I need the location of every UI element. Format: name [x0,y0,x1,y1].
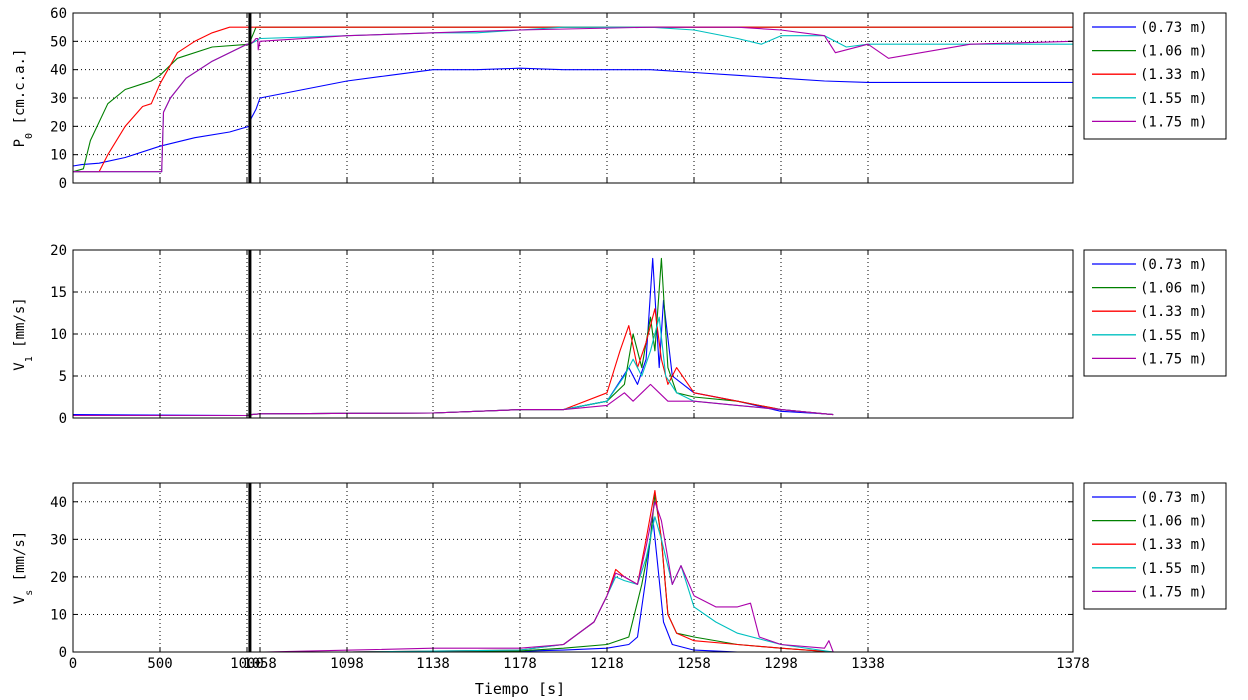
legend: (0.73 m) (1.06 m) (1.33 m) (1.55 m) (1.75 m) [1083,482,1227,610]
y-tick-label: 20 [50,243,67,259]
legend-label: (1.55 m) [1140,561,1207,577]
y-tick-label: 20 [50,570,67,586]
series-line-0 [73,257,834,417]
legend-label: (0.73 m) [1140,257,1207,273]
legend-label: (1.06 m) [1140,514,1207,530]
legend-label: (1.33 m) [1140,537,1207,553]
y-tick-label: 30 [50,91,67,107]
x-tick-label: 1218 [590,656,624,672]
y-tick-label: 30 [50,532,67,548]
legend-label: (1.06 m) [1140,281,1207,297]
x-tick-label: 1338 [851,656,885,672]
y-tick-label: 10 [50,148,67,164]
legend-label: (1.55 m) [1140,328,1207,344]
y-tick-label: 10 [50,607,67,623]
y-tick-label: 40 [50,495,67,511]
x-tick-label: 1298 [764,656,798,672]
legend-box [1083,249,1227,377]
y-tick-label: 10 [50,327,67,343]
series-line-3 [73,26,1073,173]
legend-label: (0.73 m) [1140,20,1207,36]
y-axis-label-main: V [12,595,28,604]
series-line-1 [73,26,1073,173]
series-line-0 [73,516,834,652]
series-line-3 [73,516,834,652]
y-axis-label-unit: [cm.c.a.] [12,49,28,133]
x-tick-label: 1058 [243,656,277,672]
x-tick-label: 1378 [1056,656,1090,672]
x-tick-label: 0 [69,656,77,672]
series-group [73,26,1073,173]
y-tick-label: 5 [59,369,67,385]
series-line-4 [73,26,1073,173]
series-group [73,489,834,652]
y-tick-label: 20 [50,119,67,135]
y-tick-label: 0 [59,411,67,427]
panel-1: 0 5 10 15 20 V1 [mm/s] (0.73 m) (1.06 m) (1.33 m… [12,243,1227,427]
y-tick-label: 0 [59,645,67,661]
y-axis-label-main: V [12,362,28,371]
y-axis-label: P0 [cm.c.a.] [12,49,35,148]
series-line-2 [73,489,834,652]
x-tick-label: 1000 [230,656,264,672]
x-tick-label: 500 [147,656,172,672]
x-tick-label: 1178 [503,656,537,672]
legend-label: (1.06 m) [1140,44,1207,60]
legend-label: (1.75 m) [1140,351,1207,367]
plot-frame [72,482,1074,653]
legend-label: (1.75 m) [1140,114,1207,130]
series-line-1 [73,257,834,417]
y-tick-label: 15 [50,285,67,301]
legend-label: (1.75 m) [1140,584,1207,600]
legend: (0.73 m) (1.06 m) (1.33 m) (1.55 m) (1.75 m) [1083,12,1227,140]
x-tick-label: 1098 [330,656,364,672]
series-line-2 [73,26,1073,173]
y-axis-label: Vs [mm/s] [12,531,35,604]
y-tick-label: 50 [50,34,67,50]
legend-box [1083,12,1227,140]
series-line-0 [73,67,1073,167]
legend: (0.73 m) (1.06 m) (1.33 m) (1.55 m) (1.75 m) [1083,249,1227,377]
legend-label: (1.33 m) [1140,304,1207,320]
y-axis-label-sub: s [24,590,35,596]
x-tick-label: 1138 [416,656,450,672]
y-axis-label-sub: 1 [24,356,35,362]
legend-box [1083,482,1227,610]
x-tick-label: 1258 [677,656,711,672]
x-axis-label: Tiempo [s] [475,680,565,698]
y-axis-label-sub: 0 [24,133,35,139]
y-axis-label-unit: [mm/s] [12,531,28,590]
series-line-1 [73,493,834,652]
y-axis-label-main: P [12,139,28,147]
series-line-3 [73,316,834,417]
y-tick-label: 0 [59,176,67,192]
legend-label: (1.33 m) [1140,67,1207,83]
y-axis-label-unit: [mm/s] [12,297,28,356]
legend-label: (0.73 m) [1140,490,1207,506]
series-group [73,257,834,417]
y-tick-label: 60 [50,6,67,22]
y-axis-label: V1 [mm/s] [12,297,35,370]
legend-label: (1.55 m) [1140,91,1207,107]
y-tick-label: 40 [50,63,67,79]
